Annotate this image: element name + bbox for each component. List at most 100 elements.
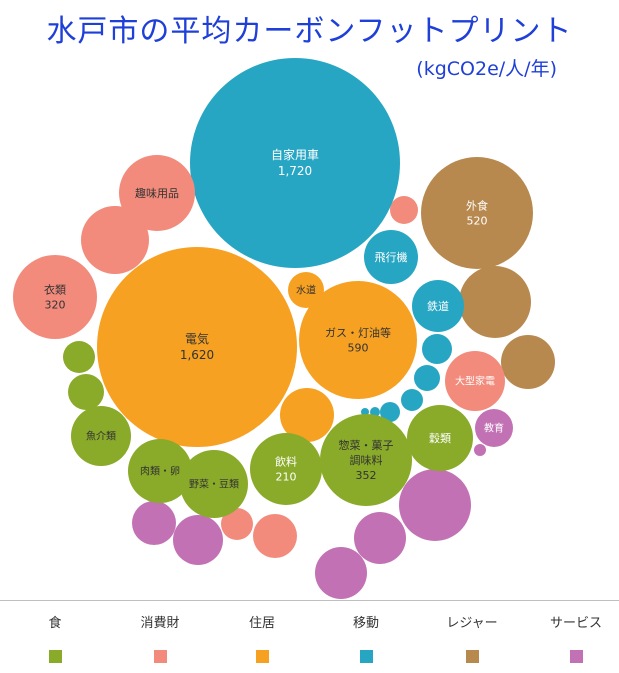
bubble: 外食 520 bbox=[421, 157, 533, 269]
bubble: 飛行機 bbox=[364, 230, 418, 284]
legend-swatch bbox=[153, 650, 167, 663]
legend-swatch bbox=[465, 650, 479, 663]
bubble-name-label: 趣味用品 bbox=[135, 186, 179, 200]
bubble-name-label: 外食 bbox=[466, 198, 488, 212]
legend-item-housing: 住居 bbox=[212, 612, 312, 663]
bubble-name-label: 大型家電 bbox=[455, 375, 495, 388]
bubble-circle bbox=[288, 272, 324, 308]
bubble-unlabeled bbox=[401, 389, 423, 411]
bubble-circle bbox=[13, 255, 97, 339]
bubble-value-label: 1,620 bbox=[180, 348, 214, 362]
bubble: 野菜・豆類 bbox=[180, 450, 248, 518]
bubble: 大型家電 bbox=[445, 351, 505, 411]
bubble-unlabeled bbox=[253, 514, 297, 558]
bubble-unlabeled bbox=[459, 266, 531, 338]
bubble-name-label: 調味料 bbox=[350, 453, 383, 467]
bubble-unlabeled bbox=[390, 196, 418, 224]
bubble-unlabeled bbox=[422, 334, 452, 364]
bubble-value-label: 1,720 bbox=[278, 164, 312, 178]
bubble-circle bbox=[320, 414, 412, 506]
bubble-circle bbox=[180, 450, 248, 518]
legend-label: 移動 bbox=[352, 616, 379, 631]
bubble-name-label: ガス・灯油等 bbox=[325, 325, 391, 339]
bubble: 電気 1,620 bbox=[97, 247, 297, 447]
bubble-chart: 自家用車 1,720 電気 1,620 ガス・灯油等 590 外食 520 衣類 320 惣菜・菓子… bbox=[13, 58, 555, 599]
legend-label: レジャー bbox=[446, 616, 498, 631]
legend-label: 住居 bbox=[248, 616, 275, 631]
bubble-unlabeled bbox=[501, 335, 555, 389]
bubble-circle bbox=[364, 230, 418, 284]
legend: 食 消費財 住居 移動 レジャー サービス bbox=[0, 612, 619, 668]
bubble: ガス・灯油等 590 bbox=[299, 281, 417, 399]
bubble-circle bbox=[119, 155, 195, 231]
bubble-value-label: 210 bbox=[276, 470, 297, 483]
chart-title: 水戸市の平均カーボンフットプリント bbox=[46, 14, 573, 49]
bubble-unlabeled bbox=[132, 501, 176, 545]
bubble: 趣味用品 bbox=[119, 155, 195, 231]
bubble: 肉類・卵 bbox=[128, 439, 192, 503]
bubble-circle bbox=[412, 280, 464, 332]
legend-swatch bbox=[255, 650, 269, 663]
bubble-value-label: 320 bbox=[45, 298, 66, 311]
bubble: 教育 bbox=[475, 409, 513, 447]
bubble: 魚介類 bbox=[71, 406, 131, 466]
legend-divider bbox=[0, 600, 619, 601]
bubble: 鉄道 bbox=[412, 280, 464, 332]
legend-swatch bbox=[359, 650, 373, 663]
bubble: 自家用車 1,720 bbox=[190, 58, 400, 268]
bubble-unlabeled bbox=[414, 365, 440, 391]
legend-swatch bbox=[48, 650, 62, 663]
bubble-name-label: 穀類 bbox=[429, 432, 451, 445]
bubble-name-label: 教育 bbox=[484, 422, 504, 435]
bubble-circle bbox=[407, 405, 473, 471]
bubble-circle bbox=[475, 409, 513, 447]
bubble-circle bbox=[299, 281, 417, 399]
legend-label: 消費財 bbox=[140, 616, 180, 631]
legend-item-leisure: レジャー bbox=[422, 612, 522, 663]
legend-label: サービス bbox=[549, 616, 602, 631]
bubble-circle bbox=[97, 247, 297, 447]
bubble-name-label: 電気 bbox=[185, 331, 209, 346]
bubble-unlabeled bbox=[474, 444, 486, 456]
bubble-name-label: 野菜・豆類 bbox=[189, 479, 239, 491]
bubble-unlabeled bbox=[63, 341, 95, 373]
bubble-unlabeled bbox=[399, 469, 471, 541]
bubble-name-label: 衣類 bbox=[44, 282, 66, 296]
bubble-circle bbox=[190, 58, 400, 268]
legend-item-mobility: 移動 bbox=[316, 612, 416, 663]
bubble-unlabeled bbox=[68, 374, 104, 410]
bubble-unlabeled bbox=[315, 547, 367, 599]
bubble-name-label: 魚介類 bbox=[86, 430, 116, 443]
bubble-name-label: 肉類・卵 bbox=[140, 465, 180, 478]
legend-item-consumer: 消費財 bbox=[110, 612, 210, 663]
bubble-name-label: 飛行機 bbox=[375, 250, 408, 264]
bubble-circle bbox=[71, 406, 131, 466]
bubble: 飲料 210 bbox=[250, 433, 322, 505]
legend-label: 食 bbox=[48, 616, 62, 631]
bubble-unlabeled bbox=[280, 388, 334, 442]
bubble-unlabeled bbox=[361, 408, 369, 416]
bubble-circle bbox=[445, 351, 505, 411]
bubble-name-label: 惣菜・菓子 bbox=[339, 438, 394, 452]
bubble-unlabeled bbox=[221, 508, 253, 540]
bubble: 水道 bbox=[288, 272, 324, 308]
bubble: 穀類 bbox=[407, 405, 473, 471]
bubble-unlabeled bbox=[81, 206, 149, 274]
legend-item-service: サービス bbox=[526, 612, 619, 663]
bubble-unlabeled bbox=[173, 515, 223, 565]
legend-item-food: 食 bbox=[5, 612, 105, 663]
bubble-name-label: 水道 bbox=[296, 284, 316, 297]
bubble-unlabeled bbox=[380, 402, 400, 422]
bubble-circle bbox=[128, 439, 192, 503]
legend-swatch bbox=[569, 650, 583, 663]
bubble-unlabeled bbox=[354, 512, 406, 564]
bubble-name-label: 鉄道 bbox=[427, 299, 449, 313]
bubble-circle bbox=[421, 157, 533, 269]
bubble-value-label: 590 bbox=[348, 341, 369, 354]
bubble-value-label: 520 bbox=[467, 214, 488, 227]
bubble-name-label: 自家用車 bbox=[271, 147, 319, 162]
bubble-value-label: 352 bbox=[356, 469, 377, 482]
chart-unit: (kgCO2e/人/年) bbox=[416, 58, 557, 80]
bubble-circle bbox=[250, 433, 322, 505]
